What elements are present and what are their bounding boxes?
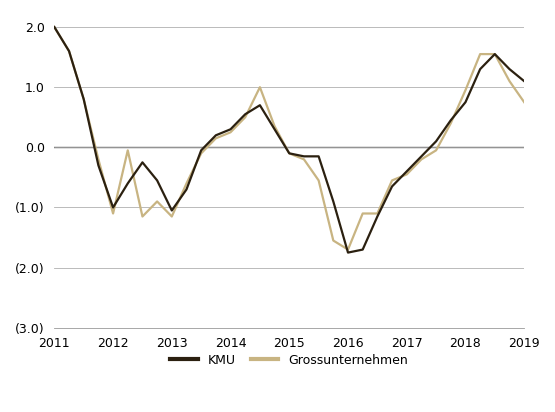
KMU [65, 49, 72, 54]
KMU [388, 184, 395, 189]
Grossunternehmen [242, 115, 249, 120]
KMU [169, 208, 175, 213]
KMU [213, 133, 219, 138]
Grossunternehmen [227, 130, 234, 135]
Grossunternehmen [433, 148, 440, 153]
KMU [477, 67, 483, 72]
Grossunternehmen [154, 199, 160, 204]
KMU [242, 112, 249, 117]
Legend: KMU, Grossunternehmen: KMU, Grossunternehmen [165, 349, 413, 372]
KMU [271, 127, 278, 132]
KMU [124, 181, 131, 186]
Grossunternehmen [403, 172, 410, 177]
Grossunternehmen [169, 214, 175, 219]
KMU [198, 148, 204, 153]
KMU [95, 163, 102, 168]
Grossunternehmen [374, 211, 381, 216]
Grossunternehmen [345, 247, 351, 252]
KMU [359, 247, 366, 252]
Grossunternehmen [198, 151, 204, 156]
Grossunternehmen [418, 157, 425, 162]
KMU [433, 139, 440, 144]
KMU [521, 79, 527, 84]
Grossunternehmen [271, 124, 278, 129]
KMU [506, 67, 513, 72]
Grossunternehmen [110, 211, 117, 216]
KMU [256, 103, 263, 108]
KMU [80, 97, 87, 102]
KMU [227, 127, 234, 132]
Grossunternehmen [124, 148, 131, 153]
KMU [286, 151, 292, 156]
Grossunternehmen [213, 136, 219, 141]
KMU [183, 187, 190, 192]
Grossunternehmen [256, 85, 263, 90]
Line: Grossunternehmen: Grossunternehmen [54, 27, 524, 250]
Grossunternehmen [477, 52, 483, 56]
Grossunternehmen [301, 157, 307, 162]
Grossunternehmen [492, 52, 498, 56]
Grossunternehmen [95, 157, 102, 162]
Grossunternehmen [388, 178, 395, 183]
KMU [418, 154, 425, 159]
KMU [345, 250, 351, 255]
KMU [301, 154, 307, 159]
KMU [492, 52, 498, 56]
KMU [462, 100, 469, 105]
Grossunternehmen [447, 121, 454, 126]
KMU [330, 199, 337, 204]
KMU [154, 178, 160, 183]
KMU [315, 154, 322, 159]
Grossunternehmen [139, 214, 146, 219]
Grossunternehmen [183, 181, 190, 186]
Grossunternehmen [462, 88, 469, 93]
KMU [110, 205, 117, 210]
Grossunternehmen [80, 97, 87, 102]
KMU [447, 118, 454, 123]
KMU [139, 160, 146, 165]
KMU [374, 214, 381, 219]
Grossunternehmen [359, 211, 366, 216]
Grossunternehmen [65, 49, 72, 54]
KMU [51, 25, 58, 30]
Grossunternehmen [506, 79, 513, 84]
Grossunternehmen [315, 178, 322, 183]
Grossunternehmen [286, 151, 292, 156]
Grossunternehmen [330, 238, 337, 243]
Grossunternehmen [51, 25, 58, 30]
KMU [403, 169, 410, 174]
Line: KMU: KMU [54, 27, 524, 253]
Grossunternehmen [521, 100, 527, 105]
